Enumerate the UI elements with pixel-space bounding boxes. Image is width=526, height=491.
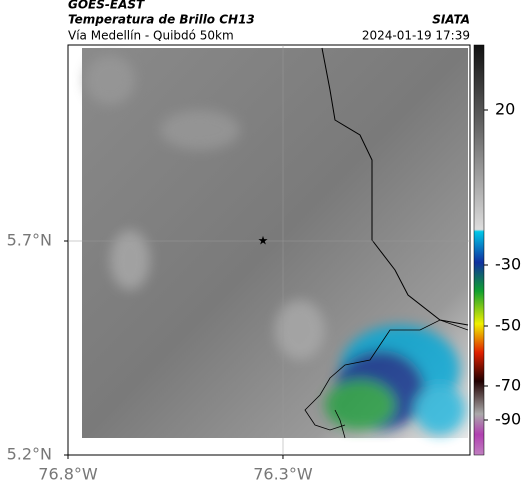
colorbar-tick-label: -50	[495, 316, 521, 335]
y-tick-label: 5.7°N	[7, 231, 52, 250]
colorbar-tick-label: -90	[495, 410, 521, 429]
satellite-image	[82, 47, 469, 439]
subtitle: Vía Medellín - Quibdó 50km	[68, 29, 234, 43]
datetime: 2024-01-19 17:39	[362, 29, 470, 43]
colorbar-tick-label: -30	[495, 255, 521, 274]
location-marker: ★	[258, 234, 269, 248]
x-tick-label: 76.3°W	[253, 465, 313, 484]
colorbar	[473, 44, 485, 456]
source: GOES-EAST	[68, 0, 145, 12]
colorbar-tick-label: 20	[495, 100, 515, 119]
y-tick-label: 5.2°N	[7, 445, 52, 464]
x-tick-label: 76.8°W	[38, 465, 98, 484]
colorbar-tick-label: -70	[495, 376, 521, 395]
org: SIATA	[432, 13, 470, 27]
title: Temperatura de Brillo CH13	[68, 13, 255, 27]
